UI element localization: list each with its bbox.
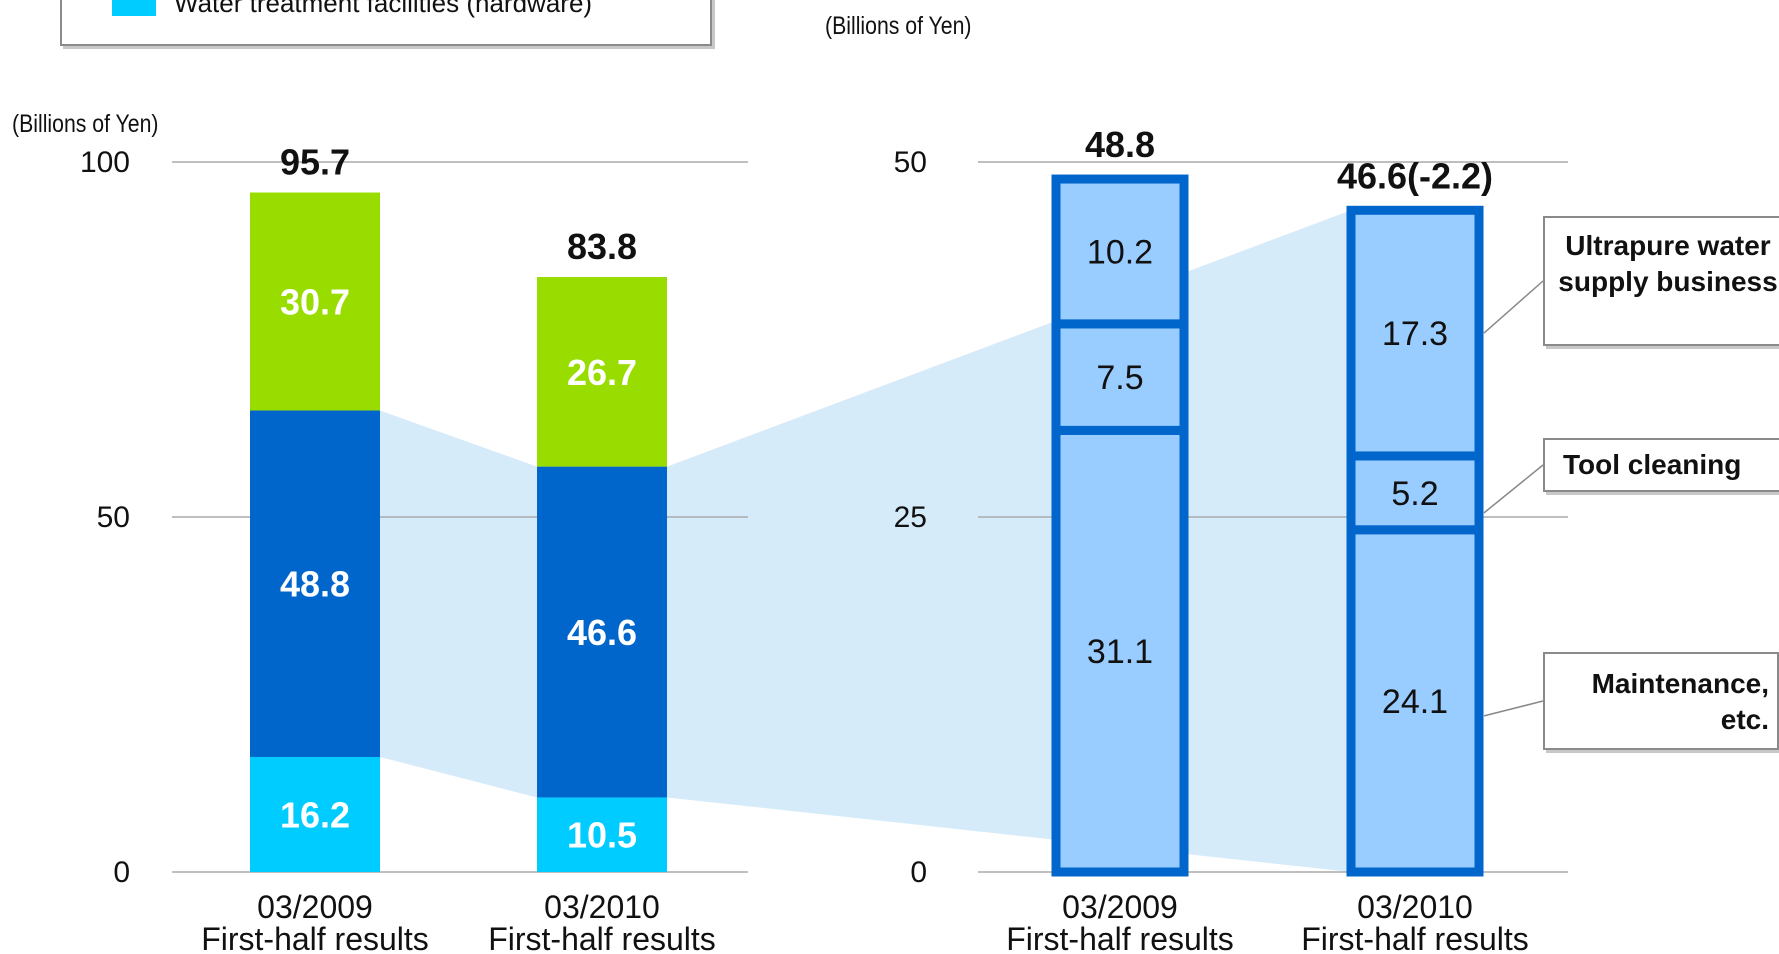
right-bar-total-label: 48.8 [1085, 124, 1155, 165]
left-bar-value-label: 10.5 [567, 815, 637, 856]
legend: Water treatment facilities (hardware) [60, 0, 712, 46]
right-bar-total-label: 46.6(-2.2) [1337, 155, 1493, 196]
left-bar-total-label: 95.7 [280, 142, 350, 183]
right-bar-segment [1051, 425, 1189, 877]
right-bar-segment [1051, 174, 1189, 329]
left-x-tick-label: First-half results [488, 921, 716, 954]
right-bar-value-label: 7.5 [1096, 359, 1143, 397]
left-x-tick-label: 03/2010 [544, 889, 660, 925]
left-bar-value-label: 30.7 [280, 282, 350, 323]
left-bar-segment [250, 756, 380, 872]
callout-maintenance: Maintenance, etc. [1543, 652, 1779, 750]
right-x-tick-label: 03/2009 [1062, 889, 1178, 925]
callout-leader-line [1483, 464, 1544, 514]
right-bar-value-label: 5.2 [1391, 475, 1438, 513]
legend-swatch-hardware [112, 0, 156, 16]
left-bar-total-label: 83.8 [567, 226, 637, 267]
left-bar-segment [250, 192, 380, 411]
left-bar-value-label: 26.7 [567, 352, 637, 393]
left-x-tick-label: 03/2009 [257, 889, 373, 925]
right-bar-segment [1346, 205, 1484, 461]
legend-label-hardware: Water treatment facilities (hardware) [174, 0, 593, 18]
right-bar-value-label: 17.3 [1382, 315, 1448, 353]
left-bar-segment [537, 277, 667, 467]
left-x-tick-label: First-half results [201, 921, 429, 954]
left-y-tick-label: 100 [80, 146, 130, 179]
right-unit-label: (Billions of Yen) [825, 12, 972, 40]
left-bar-value-label: 46.6 [567, 612, 637, 653]
left-y-tick-label: 50 [97, 501, 130, 534]
right-x-tick-label: First-half results [1006, 921, 1234, 954]
left-bar-segment [250, 410, 380, 757]
right-bar-value-label: 31.1 [1087, 633, 1153, 671]
callout-leader-line [1483, 280, 1544, 334]
left-bar-value-label: 48.8 [280, 564, 350, 605]
left-bar-segment [537, 797, 667, 872]
callout-ultrapure: Ultrapure water supply business [1543, 216, 1779, 346]
left-y-tick-label: 0 [113, 856, 130, 889]
right-x-tick-label: First-half results [1301, 921, 1529, 954]
right-bar-segment [1051, 319, 1189, 435]
right-y-tick-label: 0 [910, 856, 927, 889]
right-bar-value-label: 10.2 [1087, 233, 1153, 271]
callout-leader-line [1483, 700, 1544, 717]
right-y-tick-label: 25 [894, 501, 927, 534]
right-y-tick-label: 50 [894, 146, 927, 179]
right-x-tick-label: 03/2010 [1357, 889, 1473, 925]
left-unit-label: (Billions of Yen) [12, 110, 159, 138]
callout-tool-cleaning: Tool cleaning [1543, 438, 1779, 492]
left-bar-value-label: 16.2 [280, 794, 350, 835]
left-bar-segment [537, 466, 667, 798]
right-bar-value-label: 24.1 [1382, 683, 1448, 721]
connector-band-2 [667, 210, 1351, 872]
connector-band-1 [380, 410, 537, 798]
